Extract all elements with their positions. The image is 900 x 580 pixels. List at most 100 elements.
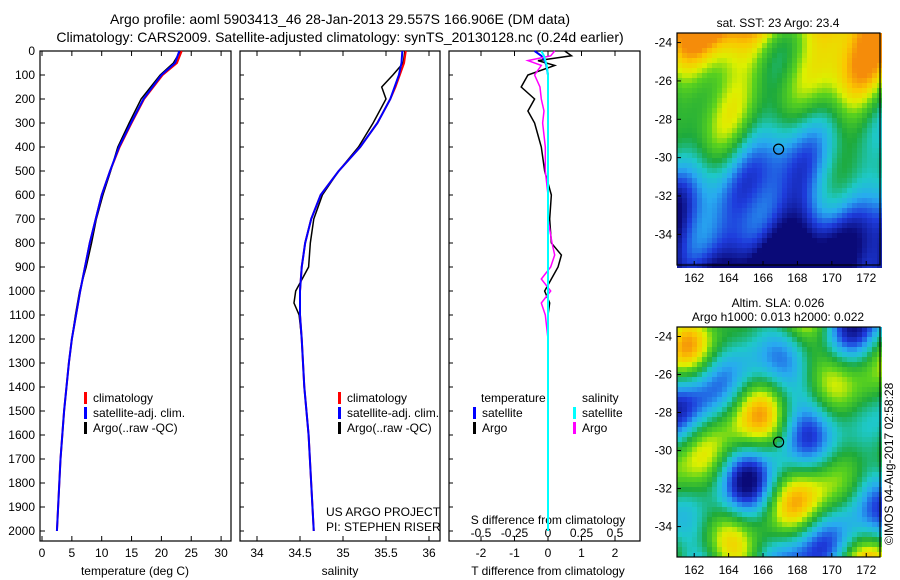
map-cell <box>702 482 707 487</box>
map-cell <box>822 337 827 342</box>
map-cell <box>847 53 852 58</box>
map-cell <box>752 183 757 188</box>
map-cell <box>807 103 812 108</box>
map-cell <box>812 103 817 108</box>
map-cell <box>687 447 692 452</box>
map-cell <box>797 392 802 397</box>
map-cell <box>722 118 727 123</box>
map-cell <box>862 437 867 442</box>
map-cell <box>757 128 762 133</box>
map-cell <box>732 432 737 437</box>
map-cell <box>797 397 802 402</box>
map-cell <box>707 402 712 407</box>
map-cell <box>737 347 742 352</box>
map-cell <box>757 462 762 467</box>
map-cell <box>867 497 872 502</box>
map-cell <box>762 392 767 397</box>
map-cell <box>677 352 682 357</box>
map-cell <box>677 392 682 397</box>
x-tick-label: 15 <box>125 546 139 560</box>
map-cell <box>732 68 737 73</box>
map-cell <box>847 412 852 417</box>
map-cell <box>767 462 772 467</box>
map-cell <box>792 168 797 173</box>
map-cell <box>802 427 807 432</box>
map-cell <box>757 402 762 407</box>
map-cell <box>857 442 862 447</box>
map-cell <box>852 108 857 113</box>
map-cell <box>787 452 792 457</box>
map-cell <box>857 223 862 228</box>
x-tick-label: 172 <box>856 563 876 577</box>
map-cell <box>797 367 802 372</box>
map-cell <box>832 537 837 542</box>
map-cell <box>777 337 782 342</box>
map-cell <box>772 43 777 48</box>
map-cell <box>872 527 877 532</box>
map-cell <box>732 123 737 128</box>
map-cell <box>807 38 812 43</box>
map-cell <box>862 492 867 497</box>
x-tick-label: 34.5 <box>288 546 312 560</box>
map-cell <box>802 63 807 68</box>
map-cell <box>862 48 867 53</box>
map-cell <box>842 552 847 557</box>
map-cell <box>787 507 792 512</box>
map-cell <box>707 83 712 88</box>
map-cell <box>797 432 802 437</box>
map-cell <box>862 103 867 108</box>
map-cell <box>762 517 767 522</box>
map-cell <box>692 432 697 437</box>
map-cell <box>872 213 877 218</box>
map-cell <box>862 477 867 482</box>
map-cell <box>812 347 817 352</box>
x-tick-label: 168 <box>787 271 807 285</box>
map-cell <box>682 163 687 168</box>
map-cell <box>757 188 762 193</box>
map-cell <box>702 462 707 467</box>
map-cell <box>852 238 857 243</box>
map-cell <box>817 517 822 522</box>
map-cell <box>852 63 857 68</box>
map-cell <box>682 442 687 447</box>
map-cell <box>792 392 797 397</box>
map-cell <box>727 128 732 133</box>
map-cell <box>727 33 732 38</box>
map-cell <box>712 198 717 203</box>
map-cell <box>822 123 827 128</box>
map-cell <box>782 342 787 347</box>
map-cell <box>777 148 782 153</box>
map-cell <box>752 502 757 507</box>
map-cell <box>752 497 757 502</box>
map-cell <box>797 522 802 527</box>
map-cell <box>692 547 697 552</box>
map-cell <box>752 477 757 482</box>
map-cell <box>767 472 772 477</box>
map-cell <box>712 153 717 158</box>
map-cell <box>722 432 727 437</box>
map-cell <box>862 467 867 472</box>
map-cell <box>722 148 727 153</box>
map-cell <box>847 527 852 532</box>
map-cell <box>807 492 812 497</box>
map-cell <box>817 158 822 163</box>
map-cell <box>707 218 712 223</box>
map-cell <box>787 362 792 367</box>
map-cell <box>837 402 842 407</box>
map-cell <box>857 352 862 357</box>
map-cell <box>862 178 867 183</box>
map-cell <box>702 203 707 208</box>
map-cell <box>687 143 692 148</box>
map-cell <box>692 382 697 387</box>
map-cell <box>742 98 747 103</box>
map-cell <box>722 103 727 108</box>
map-cell <box>697 88 702 93</box>
map-cell <box>817 427 822 432</box>
map-cell <box>732 452 737 457</box>
map-cell <box>757 487 762 492</box>
map-cell <box>737 228 742 233</box>
map-cell <box>797 462 802 467</box>
map-cell <box>872 203 877 208</box>
map-cell <box>797 417 802 422</box>
map-cell <box>677 532 682 537</box>
